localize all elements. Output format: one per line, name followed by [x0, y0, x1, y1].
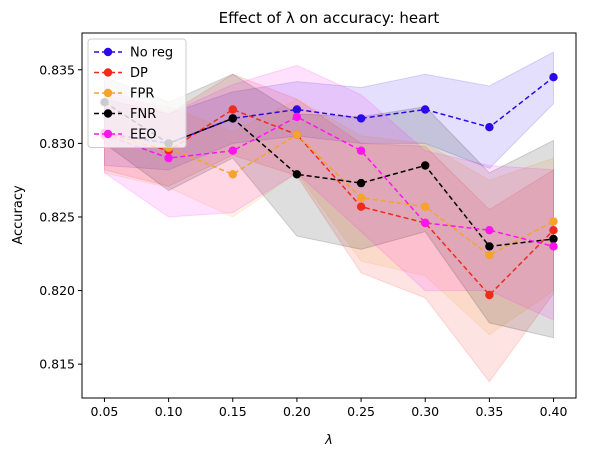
bands-layer — [104, 51, 554, 383]
point-no-reg — [421, 105, 430, 114]
band-fpr — [104, 95, 554, 336]
band-fnr — [104, 73, 554, 339]
point-eeo — [421, 218, 430, 228]
y-axis-label: Accuracy — [11, 185, 26, 245]
point-eeo — [164, 153, 173, 163]
legend-box — [87, 38, 187, 148]
point-dp — [549, 226, 558, 235]
x-tick-label: 0.20 — [283, 404, 311, 419]
x-tick-label: 0.35 — [475, 404, 503, 419]
chart-title: Effect of λ on accuracy: heart — [219, 9, 440, 27]
point-eeo — [292, 112, 302, 122]
band-dp — [104, 73, 554, 383]
point-fpr — [421, 202, 430, 211]
point-fpr — [356, 193, 366, 202]
legend: No reg DP FPR FNR EEO — [87, 38, 187, 148]
point-fpr — [485, 251, 494, 260]
x-tick-label: 0.30 — [411, 404, 439, 419]
point-fnr — [549, 234, 558, 244]
point-fnr — [292, 170, 302, 179]
point-no-reg — [549, 73, 558, 82]
point-fpr — [228, 170, 237, 179]
point-eeo — [549, 242, 558, 251]
x-tick-label: 0.15 — [219, 404, 247, 419]
legend-label-eeo: EEO — [130, 128, 157, 143]
y-tick-label: 0.825 — [39, 209, 75, 224]
point-eeo — [356, 146, 366, 155]
legend-label-fpr: FPR — [130, 87, 154, 102]
x-tick-label: 0.10 — [155, 404, 183, 419]
x-tick-label: 0.40 — [540, 404, 568, 419]
band-eeo — [104, 64, 554, 321]
point-eeo — [485, 226, 494, 235]
legend-marker-fpr — [103, 88, 113, 98]
x-axis-label: λ — [324, 433, 333, 448]
plot-frame — [81, 32, 577, 399]
legend-marker-fnr — [103, 109, 113, 118]
y-tick-label: 0.835 — [39, 62, 75, 77]
point-no-reg — [485, 123, 494, 132]
line-dp — [104, 108, 555, 297]
point-dp — [485, 290, 494, 300]
y-ticks: 0.815 0.820 0.825 0.830 0.835 — [39, 62, 82, 372]
point-eeo — [228, 146, 237, 155]
point-fnr — [421, 161, 430, 170]
line-eeo — [104, 116, 554, 248]
legend-label-dp: DP — [130, 66, 148, 81]
y-tick-label: 0.830 — [39, 136, 75, 151]
point-fpr — [549, 217, 558, 226]
band-no-reg — [104, 51, 554, 171]
point-no-reg — [356, 114, 366, 123]
point-fnr — [356, 178, 366, 188]
legend-marker-no-reg — [103, 47, 113, 57]
point-dp — [228, 105, 237, 114]
x-tick-label: 0.05 — [91, 404, 119, 419]
x-ticks: 0.05 0.10 0.15 0.20 0.25 0.30 0.35 0.40 — [91, 398, 568, 419]
point-fpr — [292, 130, 302, 139]
point-dp — [356, 202, 366, 211]
y-tick-label: 0.820 — [39, 283, 75, 298]
legend-label-no-reg: No reg — [130, 46, 173, 61]
y-tick-label: 0.815 — [39, 357, 75, 372]
point-no-reg — [292, 105, 302, 114]
x-tick-label: 0.25 — [347, 404, 375, 419]
legend-label-fnr: FNR — [130, 107, 156, 122]
legend-marker-eeo — [103, 129, 113, 139]
point-fnr — [228, 114, 237, 123]
line-fpr — [104, 133, 554, 257]
legend-marker-dp — [103, 68, 113, 77]
point-fnr — [485, 242, 494, 251]
